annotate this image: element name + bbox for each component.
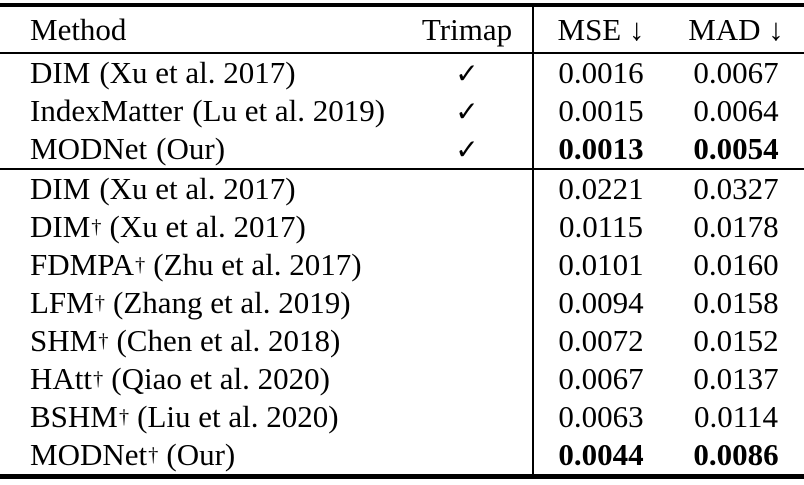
mad-cell: 0.0160 — [693, 247, 779, 282]
method-citation: (Xu et al. 2017) — [109, 209, 306, 244]
mad-cell: 0.0114 — [693, 399, 779, 434]
table-row: SHM † (Chen et al. 2018) 0.0072 0.0152 — [0, 322, 804, 360]
method-name: SHM — [30, 323, 98, 358]
mse-cell: 0.0221 — [532, 170, 668, 208]
method-citation: (Qiao et al. 2020) — [111, 361, 330, 396]
results-table: Method Trimap MSE ↓ MAD ↓ DIM (Xu et al. … — [0, 3, 804, 479]
header-rule — [0, 52, 804, 54]
method-citation: (Chen et al. 2018) — [116, 323, 341, 358]
mse-cell: 0.0013 — [532, 130, 668, 168]
trimap-checkmark — [402, 398, 532, 436]
mse-cell: 0.0067 — [532, 360, 668, 398]
trimap-checkmark — [402, 284, 532, 322]
mad-cell: 0.0137 — [693, 361, 779, 396]
method-cell: IndexMatter (Lu et al. 2019) — [0, 92, 402, 130]
trimap-checkmark: ✓ — [455, 56, 479, 90]
method-name: MODNet — [30, 437, 148, 472]
method-cell: DIM (Xu et al. 2017) — [0, 170, 402, 208]
table-row: LFM † (Zhang et al. 2019) 0.0094 0.0158 — [0, 284, 804, 322]
method-cell: DIM (Xu et al. 2017) — [0, 54, 402, 92]
method-cell: HAtt † (Qiao et al. 2020) — [30, 361, 330, 396]
method-citation: (Our) — [156, 131, 226, 166]
table-row: MODNet † (Our) 0.0044 0.0086 — [0, 436, 804, 474]
method-name: BSHM — [30, 399, 118, 434]
table-row: DIM (Xu et al. 2017) ✓ 0.0016 0.0067 — [0, 54, 804, 92]
method-name: FDMPA — [30, 247, 134, 282]
method-name: MODNet — [30, 131, 148, 166]
table-row: FDMPA † (Zhu et al. 2017) 0.0101 0.0160 — [0, 246, 804, 284]
trimap-checkmark — [402, 246, 532, 284]
trimap-checkmark — [402, 436, 532, 474]
col-header-trimap: Trimap — [421, 11, 513, 47]
method-citation: (Lu et al. 2019) — [192, 93, 386, 128]
col-header-method: Method — [30, 11, 127, 47]
mse-cell: 0.0044 — [532, 436, 668, 474]
mad-cell: 0.0178 — [693, 209, 779, 244]
trimap-checkmark: ✓ — [455, 94, 479, 128]
table-row: DIM † (Xu et al. 2017) 0.0115 0.0178 — [0, 208, 804, 246]
method-name: LFM — [30, 285, 94, 320]
mse-cell: 0.0016 — [532, 54, 668, 92]
method-name: DIM — [30, 55, 91, 90]
mad-cell: 0.0086 — [693, 437, 779, 472]
method-citation: (Our) — [166, 437, 236, 472]
method-cell: MODNet † (Our) — [30, 437, 236, 472]
mse-cell: 0.0115 — [532, 208, 668, 246]
trimap-checkmark — [402, 208, 532, 246]
trimap-checkmark — [402, 170, 532, 208]
mse-cell: 0.0072 — [532, 322, 668, 360]
mse-cell: 0.0063 — [532, 398, 668, 436]
mad-cell: 0.0064 — [693, 93, 779, 128]
trimap-checkmark — [402, 360, 532, 398]
top-rule — [0, 3, 804, 7]
mad-cell: 0.0158 — [693, 285, 779, 320]
table-row: MODNet (Our) ✓ 0.0013 0.0054 — [0, 130, 804, 168]
bottom-rule — [0, 474, 804, 479]
method-name: IndexMatter — [30, 93, 184, 128]
header-row: Method Trimap MSE ↓ MAD ↓ — [0, 7, 804, 52]
method-name: HAtt — [30, 361, 92, 396]
mse-cell: 0.0094 — [532, 284, 668, 322]
method-citation: (Liu et al. 2020) — [137, 399, 339, 434]
method-cell: SHM † (Chen et al. 2018) — [30, 323, 341, 358]
method-citation: (Xu et al. 2017) — [99, 171, 296, 206]
method-name: DIM — [30, 171, 91, 206]
col-header-mad: MAD ↓ — [688, 11, 784, 47]
method-cell: MODNet (Our) — [0, 130, 402, 168]
table-row: HAtt † (Qiao et al. 2020) 0.0067 0.0137 — [0, 360, 804, 398]
method-cell: FDMPA † (Zhu et al. 2017) — [30, 247, 362, 282]
method-cell: LFM † (Zhang et al. 2019) — [30, 285, 351, 320]
col-header-mse: MSE ↓ — [532, 7, 668, 52]
method-cell: BSHM † (Liu et al. 2020) — [30, 399, 339, 434]
table-row: DIM (Xu et al. 2017) 0.0221 0.0327 — [0, 170, 804, 208]
mse-cell: 0.0015 — [532, 92, 668, 130]
mad-cell: 0.0152 — [693, 323, 779, 358]
method-cell: DIM † (Xu et al. 2017) — [30, 209, 306, 244]
mse-cell: 0.0101 — [532, 246, 668, 284]
mad-cell: 0.0054 — [693, 131, 779, 166]
method-citation: (Xu et al. 2017) — [99, 55, 296, 90]
trimap-checkmark — [402, 322, 532, 360]
method-name: DIM — [30, 209, 91, 244]
method-citation: (Zhang et al. 2019) — [113, 285, 351, 320]
table-row: BSHM † (Liu et al. 2020) 0.0063 0.0114 — [0, 398, 804, 436]
mad-cell: 0.0067 — [693, 55, 779, 90]
section-rule — [0, 168, 804, 170]
mad-cell: 0.0327 — [693, 171, 779, 206]
trimap-checkmark: ✓ — [455, 132, 479, 166]
method-citation: (Zhu et al. 2017) — [153, 247, 362, 282]
table-row: IndexMatter (Lu et al. 2019) ✓ 0.0015 0.0… — [0, 92, 804, 130]
